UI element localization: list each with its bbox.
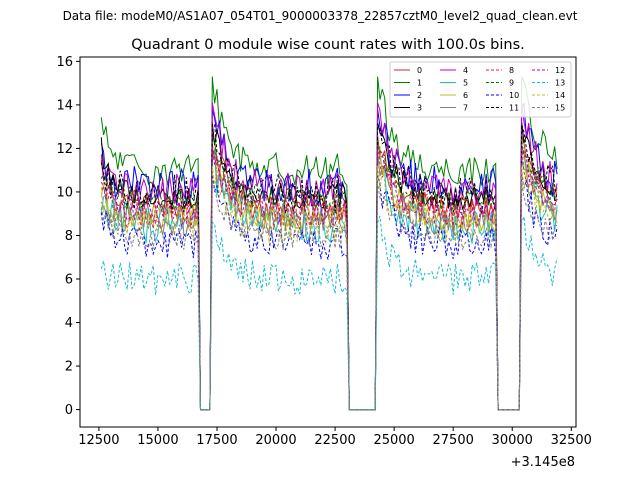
series-line-2 <box>100 103 558 411</box>
y-tick-label: 2 <box>65 360 73 375</box>
axes-frame <box>79 56 577 428</box>
y-tick-label: 6 <box>65 273 73 288</box>
legend-box <box>389 61 572 118</box>
series-line-13 <box>100 215 558 411</box>
x-offset-label: +3.145e8 <box>511 455 575 470</box>
legend-label-9: 9 <box>509 79 514 88</box>
x-tick-label: 20000 <box>255 433 296 448</box>
legend-label-4: 4 <box>463 66 468 75</box>
x-tick-label: 32500 <box>551 433 592 448</box>
legend-label-11: 11 <box>509 104 519 113</box>
x-tick-label: 25000 <box>373 433 414 448</box>
legend-label-0: 0 <box>417 66 422 75</box>
legend-label-7: 7 <box>463 104 468 113</box>
y-tick-label: 0 <box>65 403 73 418</box>
series-line-1 <box>100 76 558 411</box>
series-line-10 <box>100 174 558 411</box>
x-axis: 12500 15000 17500 20000 22500 25000 27500 30000… <box>78 427 592 448</box>
series-line-14 <box>100 165 558 411</box>
x-tick-label: 27500 <box>433 433 474 448</box>
legend-label-15: 15 <box>555 104 565 113</box>
legend-label-2: 2 <box>417 91 422 100</box>
x-tick-label: 17500 <box>196 433 237 448</box>
legend-label-6: 6 <box>463 91 468 100</box>
x-tick-label: 22500 <box>314 433 355 448</box>
legend-label-12: 12 <box>555 66 565 75</box>
series-line-12 <box>100 146 558 411</box>
series-line-11 <box>100 122 558 411</box>
x-tick-label: 15000 <box>137 433 178 448</box>
legend-label-13: 13 <box>555 79 565 88</box>
chart-suptitle: Data file: modeM0/AS1A07_054T01_90000033… <box>63 9 578 23</box>
x-tick-label: 12500 <box>78 433 119 448</box>
x-tick-label: 30000 <box>492 433 533 448</box>
y-tick-label: 12 <box>56 142 73 157</box>
legend-label-5: 5 <box>463 79 468 88</box>
y-tick-label: 8 <box>65 229 73 244</box>
legend-label-1: 1 <box>417 79 422 88</box>
y-tick-label: 4 <box>65 316 73 331</box>
legend-label-14: 14 <box>555 91 565 100</box>
series-line-15 <box>100 181 558 411</box>
y-tick-label: 14 <box>56 98 73 113</box>
plot-area <box>100 76 558 411</box>
y-tick-label: 10 <box>56 185 73 200</box>
legend-label-3: 3 <box>417 104 422 113</box>
legend-label-8: 8 <box>509 66 514 75</box>
legend-label-10: 10 <box>509 91 519 100</box>
chart-title: Quadrant 0 module wise count rates with … <box>131 37 525 53</box>
series-line-5 <box>100 150 558 411</box>
y-tick-label: 16 <box>56 55 73 70</box>
y-axis: 0 2 4 6 8 10 12 14 16 <box>56 55 80 418</box>
series-line-4 <box>100 102 558 411</box>
